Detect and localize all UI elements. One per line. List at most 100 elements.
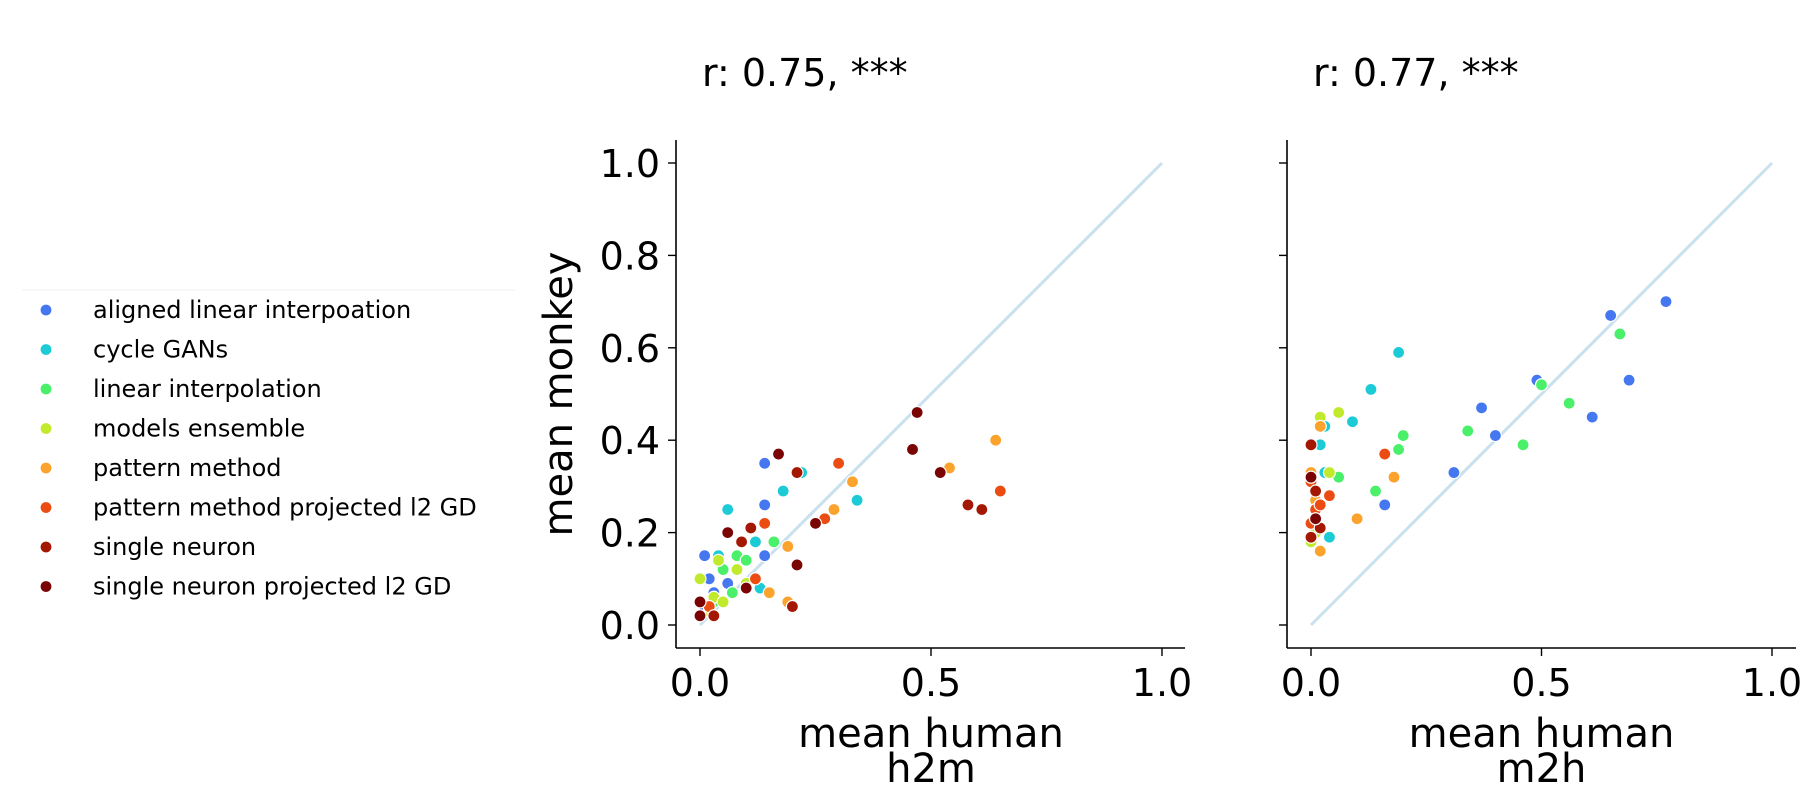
scatter-point <box>716 595 730 609</box>
scatter-point <box>1447 465 1461 480</box>
scatter-point <box>1488 428 1503 443</box>
legend-marker <box>39 382 53 396</box>
scatter-series-2 <box>1332 327 1627 498</box>
scatter-point <box>758 456 772 470</box>
scatter-series-0 <box>1378 295 1673 512</box>
legend-marker <box>39 461 53 475</box>
y-tick-label: 0.2 <box>600 512 660 556</box>
scatter-point <box>1461 424 1475 438</box>
scatter-point <box>693 609 707 623</box>
x-tick-label: 0.5 <box>901 661 961 705</box>
scatter-point <box>748 535 763 549</box>
legend-marker <box>39 540 53 554</box>
scatter-point <box>767 535 781 549</box>
scatter-point <box>758 498 772 512</box>
y-axis-label: mean monkey <box>536 252 582 537</box>
scatter-point <box>1304 470 1318 484</box>
scatter-point <box>850 493 864 507</box>
x-tick-label: 0.5 <box>1511 661 1571 705</box>
legend-label: cycle GANs <box>93 336 228 364</box>
scatter-point <box>693 595 707 609</box>
scatter-point <box>721 525 735 540</box>
scatter-point <box>1659 295 1673 309</box>
chart-title: r: 0.75, *** <box>702 51 908 95</box>
identity-line <box>698 161 1164 627</box>
legend-label: pattern method <box>93 454 282 482</box>
scatter-series-6 <box>707 465 989 623</box>
scatter-point <box>827 502 841 517</box>
x-axis-label: mean human <box>1409 711 1675 757</box>
scatter-point <box>734 535 749 549</box>
scatter-point <box>1378 498 1392 512</box>
scatter-series-4 <box>1304 419 1401 558</box>
scatter-point <box>1322 465 1337 480</box>
scatter-point <box>1350 512 1364 526</box>
legend: aligned linear interpoation cycle GANs lin… <box>22 289 515 601</box>
scatter-series-6 <box>1304 438 1327 544</box>
scatter-point <box>1516 438 1530 452</box>
scatter-point <box>910 405 924 420</box>
scatter-point <box>711 553 726 567</box>
scatter-point <box>730 562 744 577</box>
scatter-point <box>1345 415 1360 429</box>
scatter-point <box>1309 512 1323 526</box>
scatter-point <box>776 484 790 498</box>
scatter-point <box>1534 378 1549 392</box>
y-tick-label: 1.0 <box>600 142 660 186</box>
scatter-point <box>1474 401 1489 415</box>
scatter-panel-h2m: r: 0.75, *** 0.0 0.2 0.4 0.6 0.8 1.0 0.0 0.5 1.0 m… <box>536 51 1192 792</box>
scatter-point <box>744 521 758 535</box>
scatter-point <box>831 456 846 470</box>
scatter-point <box>721 502 735 517</box>
scatter-point <box>1309 484 1323 498</box>
scatter-point <box>1613 327 1627 341</box>
scatter-point <box>1378 447 1392 461</box>
scatter-point <box>758 516 772 530</box>
scatter-point <box>1364 382 1378 396</box>
scatter-point <box>781 539 795 554</box>
scatter-point <box>905 442 920 457</box>
legend-label: linear interpolation <box>93 375 322 403</box>
scatter-point <box>989 433 1003 447</box>
chart-title: r: 0.77, *** <box>1313 51 1519 95</box>
x-tick-label: 0.0 <box>1281 661 1341 705</box>
scatter-point <box>698 549 712 563</box>
scatter-series-0 <box>698 456 772 618</box>
y-tick-label: 0.0 <box>600 604 660 648</box>
scatter-point <box>739 553 753 567</box>
scatter-point <box>1304 438 1318 452</box>
x-axis-label: mean human <box>798 711 1064 757</box>
y-tick-label: 0.6 <box>600 327 660 371</box>
scatter-point <box>1396 428 1410 443</box>
legend-marker <box>39 303 53 317</box>
scatter-point <box>1391 442 1406 457</box>
scatter-point <box>758 549 772 563</box>
scatter-point <box>845 475 860 489</box>
legend-label: aligned linear interpoation <box>93 296 411 324</box>
scatter-point <box>1368 484 1383 498</box>
scatter-point <box>961 498 975 512</box>
scatter-point <box>693 572 707 586</box>
scatter-point <box>762 586 776 600</box>
scatter-point <box>707 609 721 623</box>
scatter-point <box>1313 419 1327 433</box>
identity-line <box>1309 161 1774 627</box>
scatter-point <box>748 572 763 586</box>
scatter-point <box>1387 470 1401 484</box>
scatter-point <box>1391 345 1406 360</box>
scatter-point <box>1562 396 1576 410</box>
scatter-point <box>1622 373 1636 387</box>
legend-marker <box>39 421 53 436</box>
y-tick-label: 0.8 <box>600 234 660 278</box>
scatter-series-7 <box>1304 470 1323 526</box>
scatter-point <box>1313 544 1327 558</box>
scatter-point <box>1332 405 1346 420</box>
scatter-point <box>790 465 804 480</box>
x-axis-sublabel: m2h <box>1497 746 1587 792</box>
legend-label: single neuron <box>93 533 256 561</box>
scatter-point <box>790 558 804 572</box>
scatter-point <box>933 465 947 480</box>
